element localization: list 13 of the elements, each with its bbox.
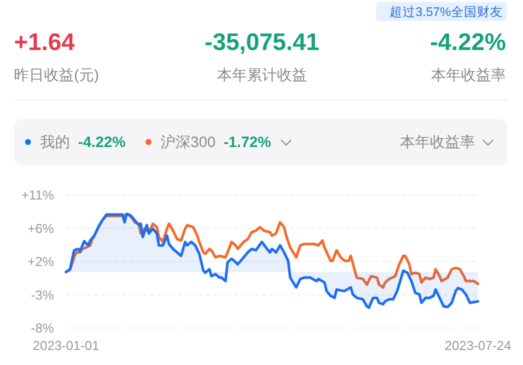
y-tick-label: +2% [28, 254, 54, 269]
y-tick-label: -8% [30, 320, 54, 336]
annotations: 超过3.57%全国财友 +1.64 昨日收益(元) -35,075.41 本年累计收益 -4.22% 本年收益率 [14, 2, 507, 84]
y-tick-label: +6% [28, 220, 54, 236]
y-tick-label: +11% [21, 188, 54, 202]
x-tick-label: 2023-01-01 [32, 338, 100, 353]
legend-label: 我的 [40, 134, 70, 151]
legend-label: 沪深300 [160, 134, 216, 151]
x-tick-label: 2023-07-24 [444, 338, 512, 353]
text: -4.22% [78, 134, 126, 151]
text: 本年收益率 [400, 134, 475, 151]
y-tick-label: -3% [30, 287, 54, 302]
text: -1.72% [224, 134, 272, 151]
